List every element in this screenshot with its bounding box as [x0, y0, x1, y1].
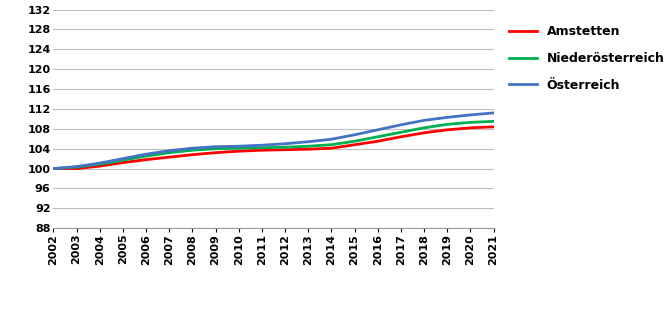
Amstetten: [327, 146, 336, 150]
Österreich: [397, 123, 405, 127]
Niederösterreich: [188, 148, 196, 152]
Legend: Amstetten, Niederösterreich, Österreich: Amstetten, Niederösterreich, Österreich: [504, 20, 667, 97]
Österreich: [165, 149, 173, 152]
Österreich: [211, 145, 219, 149]
Niederösterreich: [444, 122, 452, 126]
Österreich: [304, 140, 312, 144]
Niederösterreich: [119, 158, 127, 162]
Österreich: [49, 167, 57, 171]
Amstetten: [420, 131, 428, 135]
Amstetten: [466, 126, 474, 130]
Österreich: [466, 113, 474, 117]
Amstetten: [374, 139, 382, 143]
Österreich: [351, 133, 359, 137]
Niederösterreich: [374, 135, 382, 139]
Amstetten: [304, 147, 312, 151]
Amstetten: [444, 128, 452, 132]
Österreich: [119, 157, 127, 160]
Niederösterreich: [304, 144, 312, 148]
Line: Niederösterreich: Niederösterreich: [53, 121, 494, 169]
Niederösterreich: [165, 151, 173, 155]
Niederösterreich: [466, 120, 474, 124]
Niederösterreich: [95, 162, 103, 166]
Österreich: [142, 152, 150, 156]
Amstetten: [95, 164, 103, 168]
Amstetten: [211, 151, 219, 155]
Niederösterreich: [397, 130, 405, 134]
Amstetten: [258, 148, 266, 152]
Amstetten: [281, 148, 289, 152]
Amstetten: [188, 153, 196, 157]
Amstetten: [142, 158, 150, 162]
Österreich: [95, 161, 103, 165]
Niederösterreich: [258, 146, 266, 150]
Österreich: [374, 128, 382, 132]
Amstetten: [397, 135, 405, 139]
Niederösterreich: [420, 126, 428, 130]
Line: Österreich: Österreich: [53, 113, 494, 169]
Niederösterreich: [211, 147, 219, 151]
Amstetten: [351, 143, 359, 147]
Österreich: [420, 119, 428, 122]
Niederösterreich: [281, 145, 289, 149]
Österreich: [188, 146, 196, 150]
Amstetten: [235, 149, 243, 153]
Niederösterreich: [235, 146, 243, 150]
Niederösterreich: [73, 165, 81, 169]
Österreich: [444, 115, 452, 119]
Line: Amstetten: Amstetten: [53, 127, 494, 169]
Niederösterreich: [142, 154, 150, 158]
Niederösterreich: [327, 143, 336, 147]
Amstetten: [73, 167, 81, 171]
Österreich: [490, 111, 498, 115]
Österreich: [258, 143, 266, 147]
Niederösterreich: [49, 167, 57, 171]
Österreich: [235, 144, 243, 148]
Niederösterreich: [490, 120, 498, 123]
Amstetten: [49, 167, 57, 171]
Österreich: [73, 165, 81, 169]
Niederösterreich: [351, 139, 359, 143]
Amstetten: [165, 155, 173, 159]
Österreich: [281, 142, 289, 146]
Amstetten: [119, 161, 127, 165]
Amstetten: [490, 125, 498, 129]
Österreich: [327, 137, 336, 141]
